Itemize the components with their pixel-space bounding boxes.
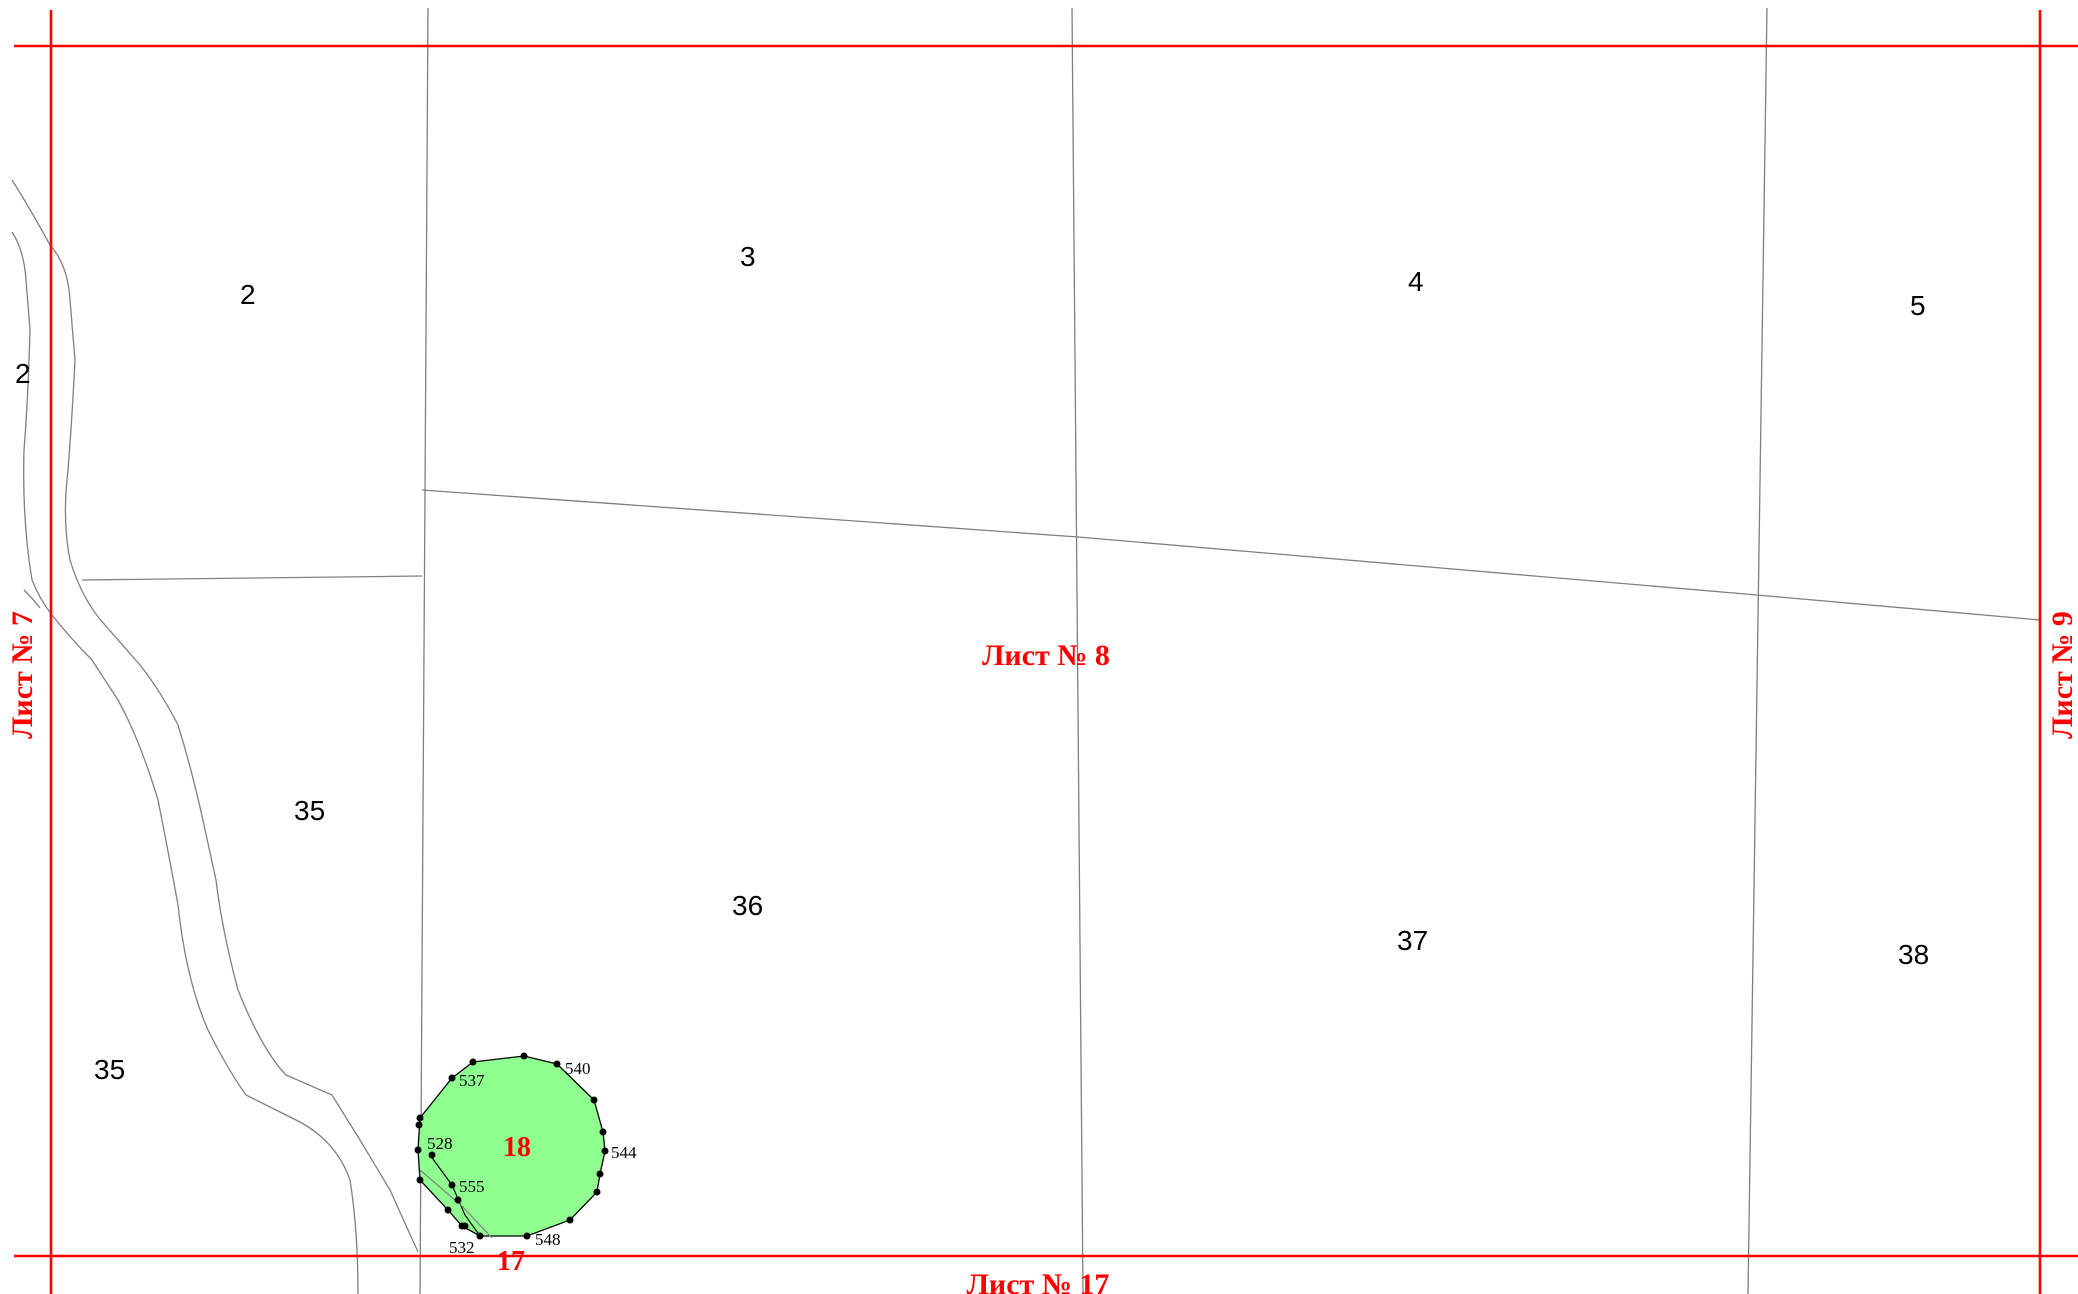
parcel-label: 35 <box>94 1054 125 1085</box>
river-bank-outer <box>11 179 419 1253</box>
parcel-label: 3 <box>740 241 756 272</box>
vertex-point <box>461 1222 469 1230</box>
vertex-point <box>523 1232 531 1240</box>
plot-18-area[interactable] <box>417 1055 606 1237</box>
parcel-label: 38 <box>1898 939 1929 970</box>
horizontal-boundary-left <box>81 575 423 581</box>
vertex-point <box>448 1181 456 1189</box>
plot-18[interactable]: 18 <box>414 1052 609 1240</box>
point-label: 540 <box>565 1059 591 1078</box>
plot-18-vertices <box>414 1052 609 1240</box>
vertex-point <box>590 1096 598 1104</box>
sheet-labels: Лист № 8 Лист № 7 Лист № 9 Лист № 17 17 <box>6 611 2078 1294</box>
vertex-point <box>469 1058 477 1066</box>
river-bank-inner <box>11 231 359 1294</box>
point-label: 532 <box>449 1238 475 1257</box>
vertex-point <box>596 1170 604 1178</box>
vertex-point <box>414 1146 422 1154</box>
vertical-boundary-3 <box>1747 7 1768 1294</box>
parcel-label: 5 <box>1910 290 1926 321</box>
left-edge-strip <box>23 589 41 609</box>
current-sheet-label: Лист № 8 <box>982 639 1110 672</box>
horizontal-boundary-upper <box>421 489 2041 621</box>
point-label: 537 <box>459 1071 485 1090</box>
parcel-labels: 2 2 3 4 5 35 35 36 37 38 <box>15 241 1929 1085</box>
vertex-point <box>444 1206 452 1214</box>
vertex-point <box>520 1052 528 1060</box>
point-label: 544 <box>611 1143 637 1162</box>
vertex-point <box>566 1216 574 1224</box>
adjacent-sheet-right[interactable]: Лист № 9 <box>2046 611 2078 739</box>
vertex-point <box>448 1074 456 1082</box>
vertical-boundary-1 <box>419 7 429 1294</box>
point-label: 548 <box>535 1230 561 1249</box>
adjacent-plot-label: 17 <box>497 1246 525 1277</box>
vertex-point <box>454 1196 462 1204</box>
vertical-boundary-2 <box>1071 7 1084 1294</box>
vertex-point <box>476 1232 484 1240</box>
vertex-point <box>599 1128 607 1136</box>
vertex-point <box>416 1114 424 1122</box>
vertex-point <box>415 1121 423 1129</box>
adjacent-sheet-bottom[interactable]: Лист № 17 <box>967 1268 1110 1294</box>
sheet-frame <box>14 10 2078 1294</box>
vertex-point <box>553 1060 561 1068</box>
parcel-label: 35 <box>294 795 325 826</box>
point-label: 555 <box>459 1177 485 1196</box>
vertex-point <box>416 1176 424 1184</box>
vertex-point <box>428 1151 436 1159</box>
plot-18-inner-boundary-2 <box>419 1169 493 1239</box>
adjacent-sheet-left[interactable]: Лист № 7 <box>6 611 39 739</box>
vertex-point <box>601 1147 609 1155</box>
parcel-label: 2 <box>15 358 31 389</box>
point-labels: 537 540 528 544 555 532 548 <box>427 1059 637 1257</box>
vertex-point <box>593 1188 601 1196</box>
parcel-label: 37 <box>1397 925 1428 956</box>
parcel-label: 2 <box>240 279 256 310</box>
parcel-label: 4 <box>1408 266 1424 297</box>
parcel-boundaries <box>11 7 2041 1294</box>
plot-18-label: 18 <box>503 1132 531 1163</box>
point-label: 528 <box>427 1134 453 1153</box>
parcel-label: 36 <box>732 890 763 921</box>
